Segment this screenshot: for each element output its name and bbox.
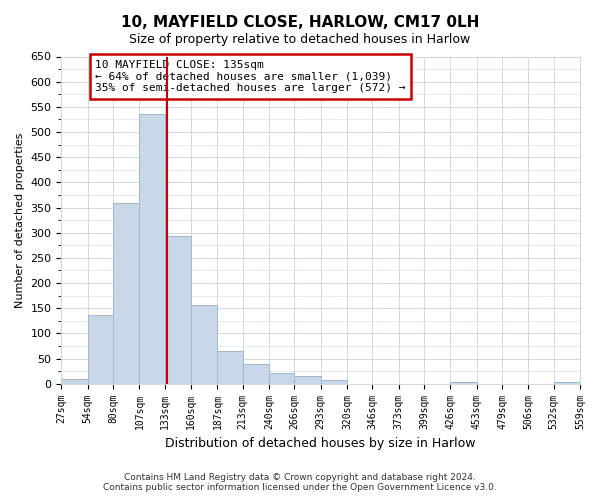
Bar — [165, 236, 191, 384]
Bar — [61, 378, 88, 384]
Bar — [295, 376, 321, 384]
Text: Contains HM Land Registry data © Crown copyright and database right 2024.
Contai: Contains HM Land Registry data © Crown c… — [103, 473, 497, 492]
Bar — [113, 204, 139, 384]
Bar — [269, 372, 295, 384]
Text: Size of property relative to detached houses in Harlow: Size of property relative to detached ho… — [130, 32, 470, 46]
Bar — [139, 114, 165, 384]
Bar — [321, 380, 347, 384]
Y-axis label: Number of detached properties: Number of detached properties — [15, 132, 25, 308]
Bar — [191, 304, 217, 384]
Bar — [88, 314, 113, 384]
Bar — [243, 364, 269, 384]
X-axis label: Distribution of detached houses by size in Harlow: Distribution of detached houses by size … — [166, 437, 476, 450]
Text: 10, MAYFIELD CLOSE, HARLOW, CM17 0LH: 10, MAYFIELD CLOSE, HARLOW, CM17 0LH — [121, 15, 479, 30]
Bar — [554, 382, 580, 384]
Bar — [217, 351, 243, 384]
Bar — [451, 382, 476, 384]
Text: 10 MAYFIELD CLOSE: 135sqm
← 64% of detached houses are smaller (1,039)
35% of se: 10 MAYFIELD CLOSE: 135sqm ← 64% of detac… — [95, 60, 406, 93]
